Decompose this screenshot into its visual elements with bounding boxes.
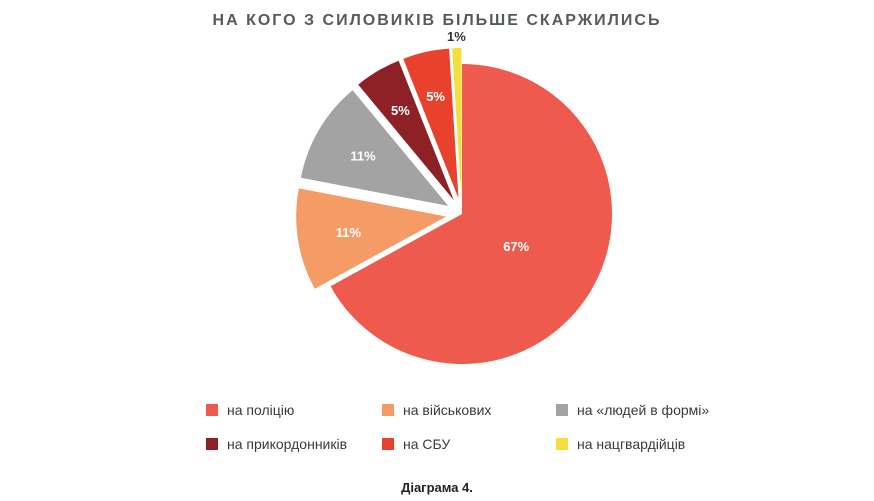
chart-title: НА КОГО З СИЛОВИКІВ БІЛЬШЕ СКАРЖИЛИСЬ: [212, 12, 662, 29]
pie-slice-uniformed: [300, 90, 449, 206]
pie-slice-police: [330, 64, 613, 364]
slice-label-border-guards: 5%: [391, 103, 410, 118]
pie-slice-national-guard: [452, 48, 462, 199]
slice-label-sbu: 5%: [426, 89, 445, 104]
slice-label-national-guard: 1%: [447, 29, 466, 44]
pie-slice-military: [296, 188, 447, 289]
slice-label-uniformed: 11%: [350, 148, 376, 163]
slice-label-police: 67%: [503, 239, 529, 254]
slice-label-military: 11%: [336, 225, 362, 240]
chart-caption: Діаграма 4.: [401, 480, 473, 495]
pie-slice-sbu: [403, 48, 459, 199]
pie-slice-border-guards: [358, 60, 454, 201]
